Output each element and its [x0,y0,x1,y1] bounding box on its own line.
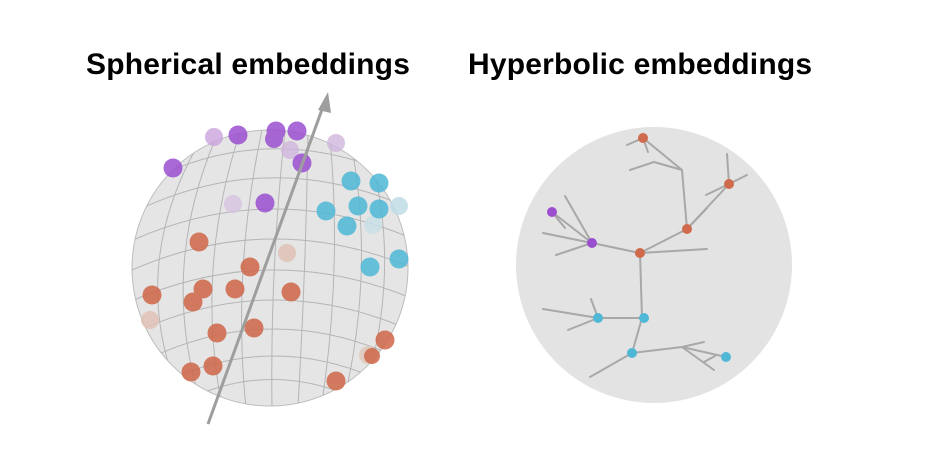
point [163,158,183,178]
axis-arrowhead-icon [318,92,331,113]
point [203,356,223,376]
node [593,313,603,323]
point [240,257,260,277]
tree-nodes [547,133,734,362]
point [326,371,346,391]
sphere-grid [132,130,408,406]
node [635,248,645,258]
point [189,232,209,252]
node [682,224,692,234]
tree-branches [542,137,748,378]
point [287,121,307,141]
point [348,196,368,216]
sphere-axis-arrow [206,92,331,425]
point [244,318,264,338]
point [183,292,203,312]
point [327,134,345,152]
axis-line [206,103,326,425]
sphere-group [131,92,409,425]
point [375,330,395,350]
point [193,279,213,299]
node [627,348,637,358]
sphere-blue-cluster [316,171,409,277]
node [638,133,648,143]
point [364,348,380,364]
point [281,282,301,302]
point [390,197,408,215]
point [181,362,201,382]
point [281,141,299,159]
point [360,257,380,277]
spherical-embeddings-title: Spherical embeddings [86,48,411,81]
poincare-disk [516,127,792,403]
point [369,199,389,219]
point [141,311,159,329]
point [228,125,248,145]
point [316,201,336,221]
point [205,128,223,146]
sphere-orange-cluster [142,232,395,391]
point [369,173,389,193]
node [547,207,557,217]
node [639,313,649,323]
point [142,285,162,305]
point [389,249,409,269]
point [337,216,357,236]
point [207,323,227,343]
point [341,171,361,191]
node [587,238,597,248]
point [225,279,245,299]
point [278,244,296,262]
poincare-disk-group [516,127,792,403]
node [724,179,734,189]
point [265,130,283,148]
point [255,193,275,213]
point [224,195,242,213]
hyperbolic-embeddings-title: Hyperbolic embeddings [468,48,813,81]
node [721,352,731,362]
point [364,216,382,234]
